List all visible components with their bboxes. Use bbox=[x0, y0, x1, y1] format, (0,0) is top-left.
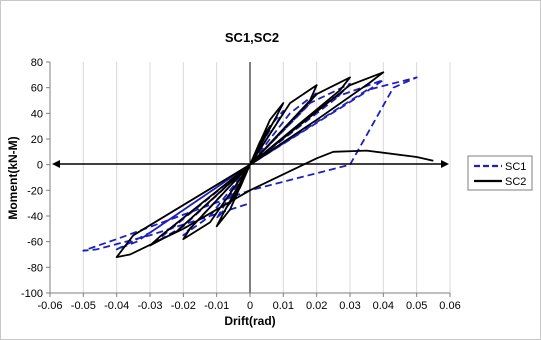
y-tick-label-9: -100 bbox=[21, 288, 43, 300]
x-tick-label-8: 0.02 bbox=[306, 300, 327, 312]
x-tick-label-0: -0.06 bbox=[37, 300, 62, 312]
x-tick-label-5: -0.01 bbox=[204, 300, 229, 312]
y-tick-label-6: -40 bbox=[27, 211, 43, 223]
x-tick-label-4: -0.02 bbox=[171, 300, 196, 312]
legend: SC1 SC2 bbox=[467, 155, 533, 191]
x-tick-label-11: 0.05 bbox=[406, 300, 427, 312]
x-tick-labels: -0.06 -0.05 -0.04 -0.03 -0.02 -0.01 0 0.01 0.02 0… bbox=[37, 293, 461, 312]
y-tick-label-5: -20 bbox=[27, 185, 43, 197]
y-tick-labels: 80 60 40 20 0 -20 -40 -60 -80 -100 bbox=[21, 57, 50, 300]
x-tick-label-3: -0.03 bbox=[137, 300, 162, 312]
x-axis-arrow-left bbox=[52, 160, 60, 168]
y-tick-label-2: 40 bbox=[31, 108, 43, 120]
x-tick-label-6: 0 bbox=[247, 300, 253, 312]
chart-title: SC1,SC2 bbox=[225, 30, 279, 45]
x-axis-arrow-right bbox=[441, 160, 449, 168]
y-tick-label-4: 0 bbox=[37, 160, 43, 172]
series-layer bbox=[82, 71, 434, 259]
x-tick-label-12: 0.06 bbox=[439, 300, 460, 312]
grid-lines bbox=[82, 62, 451, 293]
y-tick-label-1: 60 bbox=[31, 83, 43, 95]
x-tick-label-1: -0.05 bbox=[71, 300, 96, 312]
x-tick-label-10: 0.04 bbox=[373, 300, 394, 312]
legend-box bbox=[467, 155, 533, 191]
y-tick-label-0: 80 bbox=[31, 57, 43, 69]
x-axis-label: Drift(rad) bbox=[224, 314, 275, 328]
y-tick-label-7: -60 bbox=[27, 237, 43, 249]
series-line-sc2 bbox=[115, 71, 434, 259]
axes bbox=[49, 62, 450, 294]
legend-label-sc1: SC1 bbox=[505, 161, 526, 173]
y-tick-label-8: -80 bbox=[27, 262, 43, 274]
x-tick-label-2: -0.04 bbox=[104, 300, 129, 312]
y-axis-label: Moment(kN-M) bbox=[6, 136, 20, 219]
y-tick-label-3: 20 bbox=[31, 134, 43, 146]
x-tick-label-9: 0.03 bbox=[339, 300, 360, 312]
legend-label-sc2: SC2 bbox=[505, 176, 526, 188]
x-tick-label-7: 0.01 bbox=[273, 300, 294, 312]
